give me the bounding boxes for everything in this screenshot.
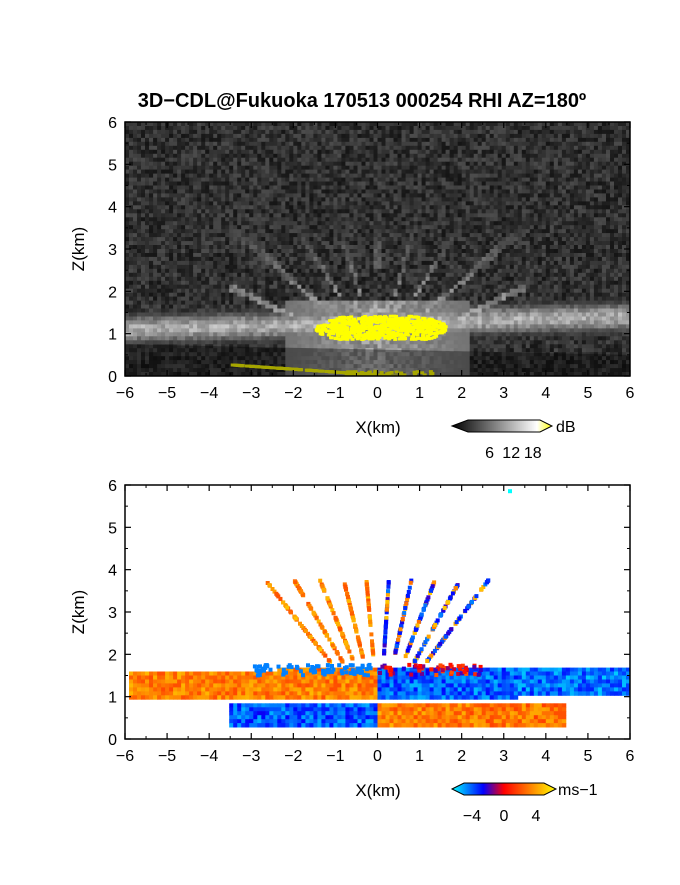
figure-title: 3D−CDL@Fukuoka 170513 000254 RHI AZ=180º — [138, 90, 587, 112]
y-tick-label: 5 — [108, 520, 117, 537]
colorbar-tick-label: −4 — [463, 808, 481, 825]
x-tick-label: 0 — [373, 748, 382, 765]
colorbar-tick-label: 4 — [532, 808, 541, 825]
x-tick-label: 6 — [626, 385, 635, 402]
colorbar-tick-label: 0 — [500, 808, 509, 825]
x-tick-label: 1 — [415, 748, 424, 765]
y-axis-label: Z(km) — [69, 227, 88, 271]
colorbar-unit: dB — [556, 419, 576, 436]
x-tick-label: −5 — [158, 748, 176, 765]
x-tick-label: 3 — [499, 385, 508, 402]
velocity-field — [129, 489, 630, 727]
colorbar-tick-label: 18 — [524, 445, 542, 462]
y-tick-label: 2 — [108, 647, 117, 664]
x-tick-label: −5 — [158, 385, 176, 402]
backscatter-field — [125, 122, 630, 378]
plot-frame — [125, 485, 630, 739]
velocity-colorbar: −4 0 4 ms−1 — [452, 782, 598, 825]
y-tick-label: 1 — [108, 690, 117, 707]
y-tick-label: 0 — [108, 369, 117, 386]
x-tick-label: −1 — [326, 385, 344, 402]
x-tick-label: −6 — [116, 748, 134, 765]
x-tick-label: −3 — [242, 748, 260, 765]
x-tick-label: 4 — [541, 385, 550, 402]
x-tick-label: 5 — [583, 385, 592, 402]
x-tick-label: 2 — [457, 385, 466, 402]
x-tick-label: 4 — [541, 748, 550, 765]
y-tick-label: 4 — [108, 200, 117, 217]
velocity-panel: −6 −5 −4 −3 −2 −1 0 1 2 3 4 5 6 0 1 2 3 4 5 6 X(km) Z(km) −… — [69, 478, 635, 825]
x-axis-label: X(km) — [355, 781, 400, 800]
colorbar-ticks: −4 0 4 — [463, 808, 541, 825]
x-tick-label: 1 — [415, 385, 424, 402]
y-axis-label: Z(km) — [69, 590, 88, 634]
x-axis-label: X(km) — [355, 418, 400, 437]
y-tick-label: 2 — [108, 284, 117, 301]
x-tick-label: −4 — [200, 748, 218, 765]
x-tick-label: −4 — [200, 385, 218, 402]
y-tick-label: 6 — [108, 478, 117, 495]
x-tick-label: 3 — [499, 748, 508, 765]
colorbar-unit: ms−1 — [558, 782, 598, 799]
y-tick-label: 3 — [108, 242, 117, 259]
colorbar-tick-label: 6 — [485, 445, 494, 462]
x-tick-label: 2 — [457, 748, 466, 765]
x-tick-label: −6 — [116, 385, 134, 402]
colorbar-tick-label: 12 — [502, 445, 520, 462]
y-tick-label: 0 — [108, 732, 117, 749]
y-tick-label: 5 — [108, 157, 117, 174]
colorbar-scale — [452, 783, 556, 795]
x-tick-label: 0 — [373, 385, 382, 402]
y-tick-label: 4 — [108, 563, 117, 580]
x-tick-label: 6 — [626, 748, 635, 765]
x-tick-label: 5 — [583, 748, 592, 765]
x-tick-label: −1 — [326, 748, 344, 765]
y-tick-label: 3 — [108, 605, 117, 622]
y-tick-label: 1 — [108, 327, 117, 344]
x-tick-label: −3 — [242, 385, 260, 402]
x-tick-label: −2 — [284, 748, 302, 765]
colorbar-scale — [452, 420, 552, 432]
y-tick-label: 6 — [108, 115, 117, 132]
x-tick-label: −2 — [284, 385, 302, 402]
